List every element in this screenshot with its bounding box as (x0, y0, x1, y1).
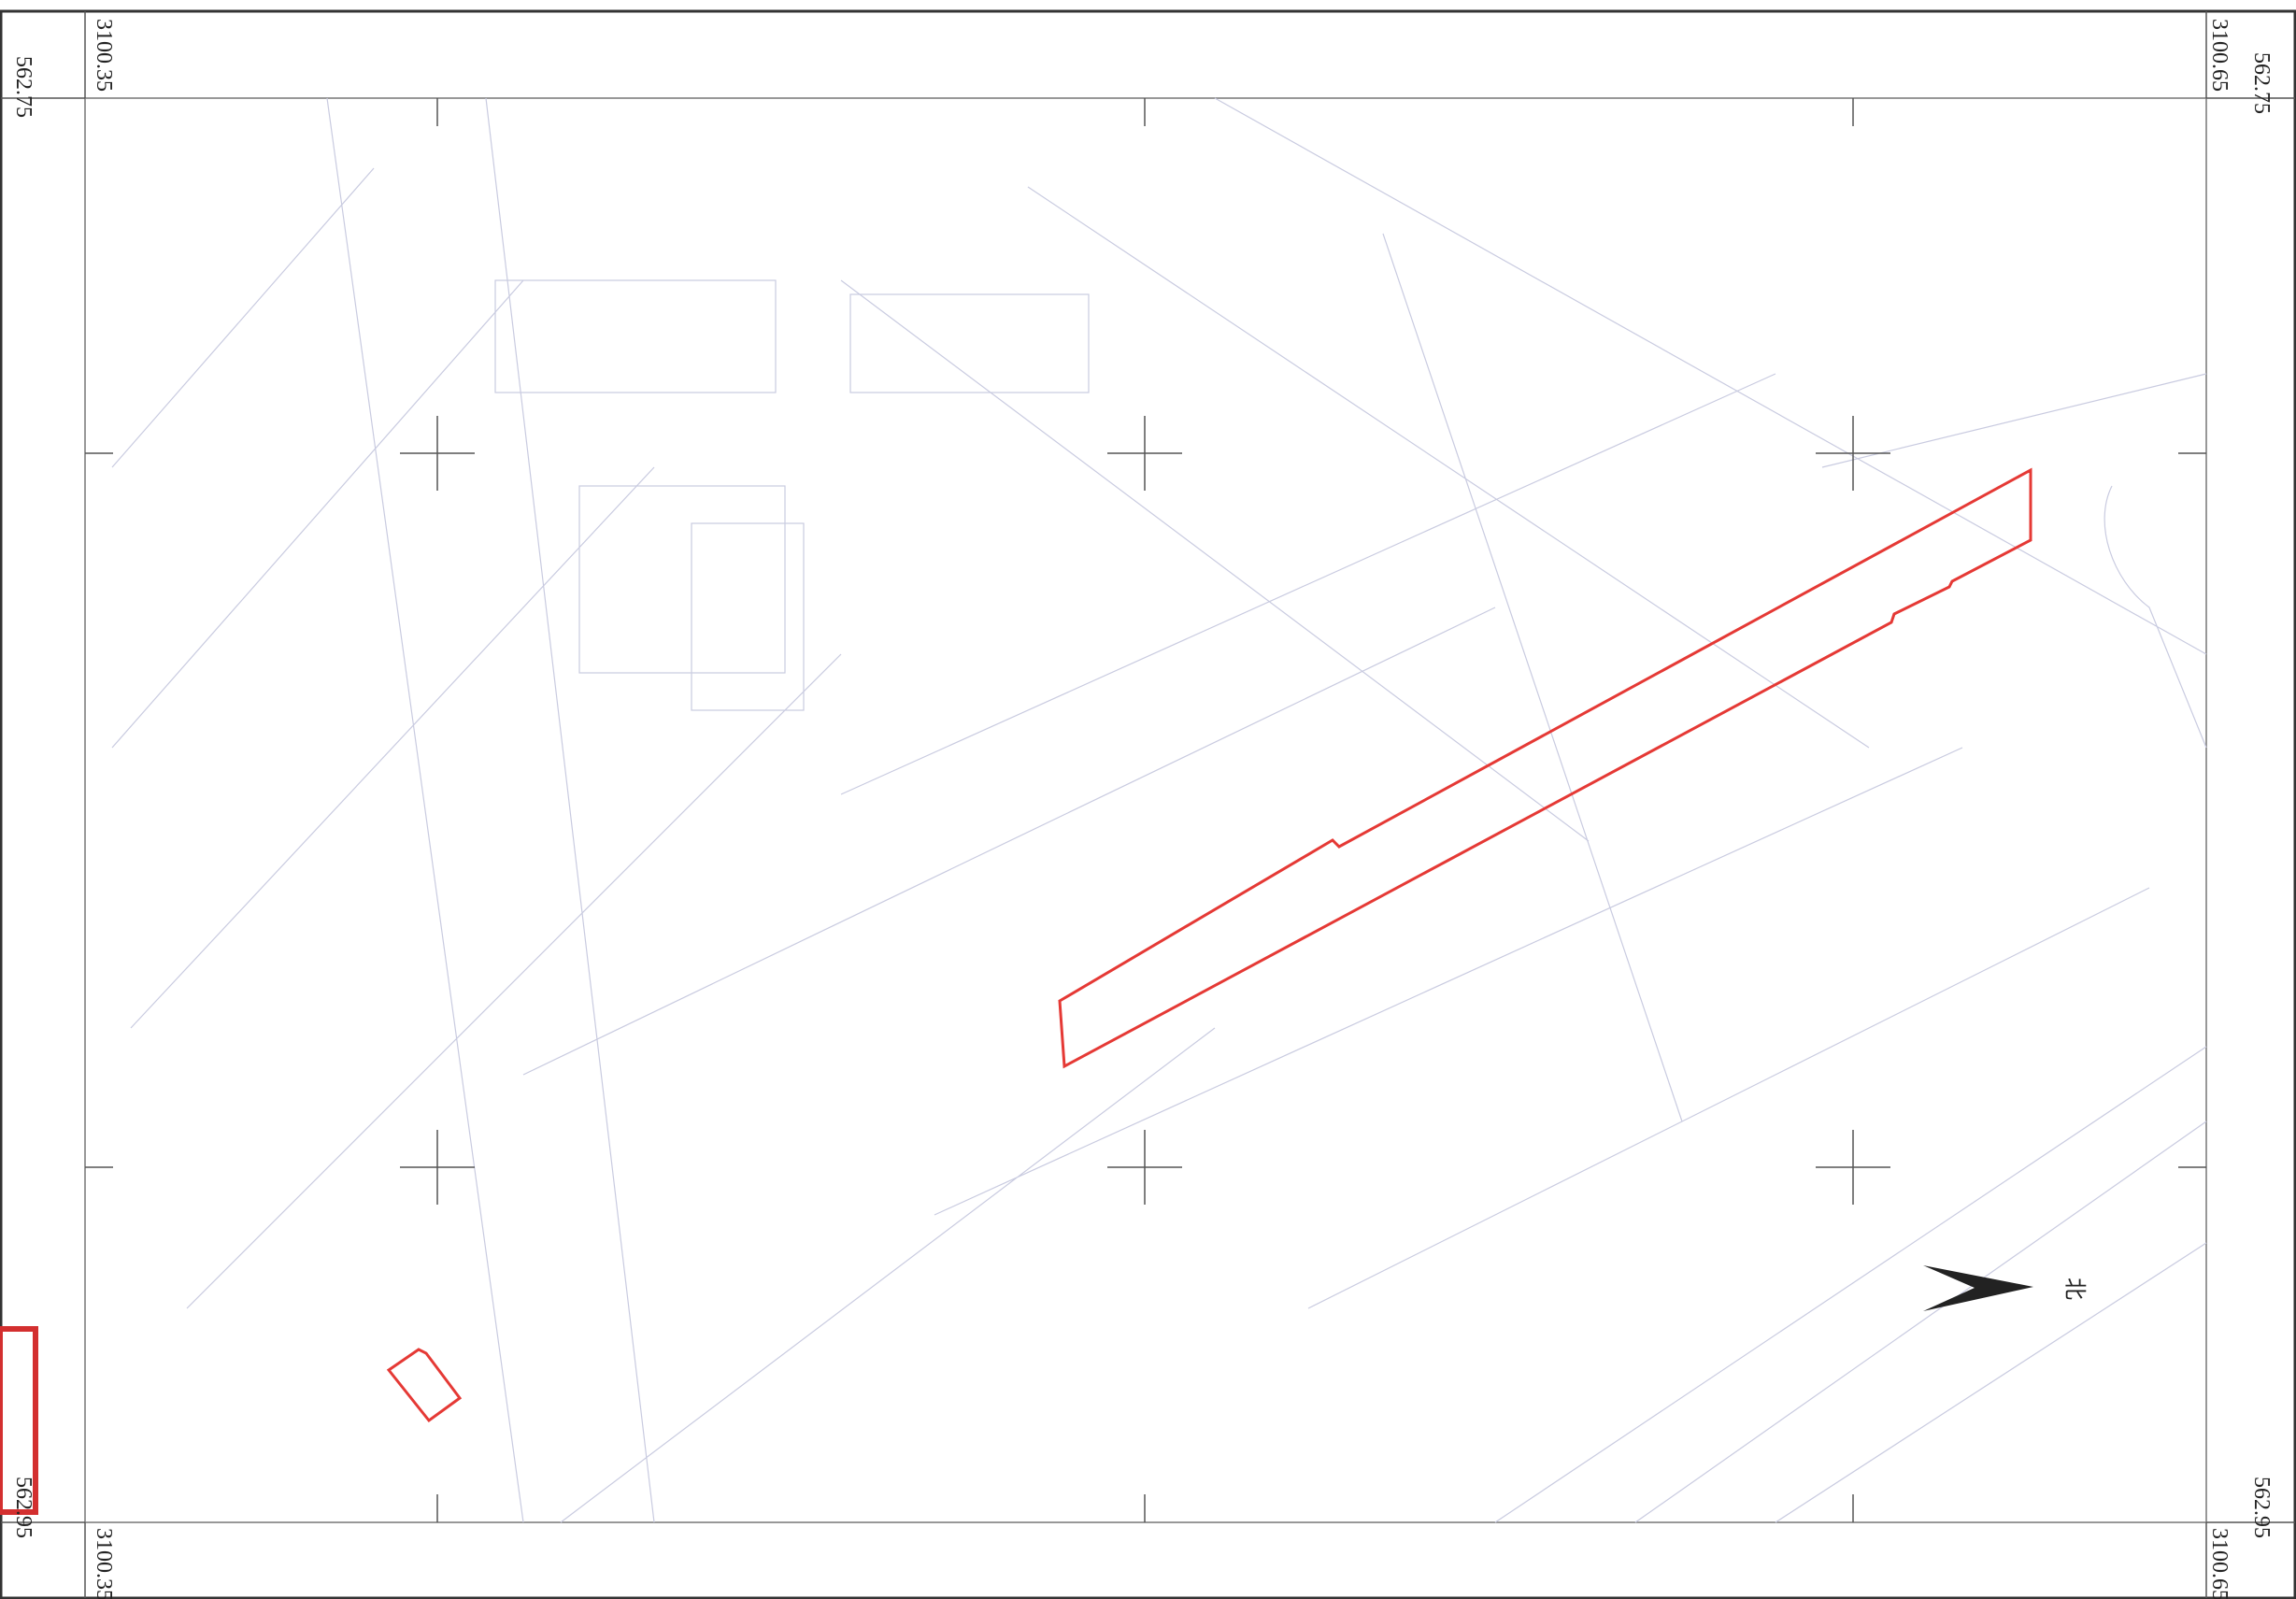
coord-label: 3100.65 (2207, 1528, 2232, 1599)
coord-label: 562.75 (11, 56, 36, 118)
parcel-boundary (1058, 467, 2032, 1069)
coord-label: 562.95 (2249, 1477, 2274, 1538)
stamp (0, 1326, 38, 1515)
outer-border (0, 9, 2296, 1599)
coord-label: 562.75 (2249, 52, 2274, 114)
coord-label: 3100.35 (92, 19, 116, 92)
parcel-boundary-small (386, 1348, 463, 1423)
north-label: 北 (2061, 1278, 2087, 1300)
grid-crosses (85, 98, 2206, 1522)
base-map-lines (111, 97, 2207, 1523)
coord-label: 562.95 (11, 1477, 36, 1538)
north-arrow (1923, 1265, 2033, 1311)
coord-label: 3100.35 (92, 1528, 116, 1599)
coord-label: 3100.65 (2207, 19, 2232, 92)
map-frame (84, 97, 2207, 1523)
